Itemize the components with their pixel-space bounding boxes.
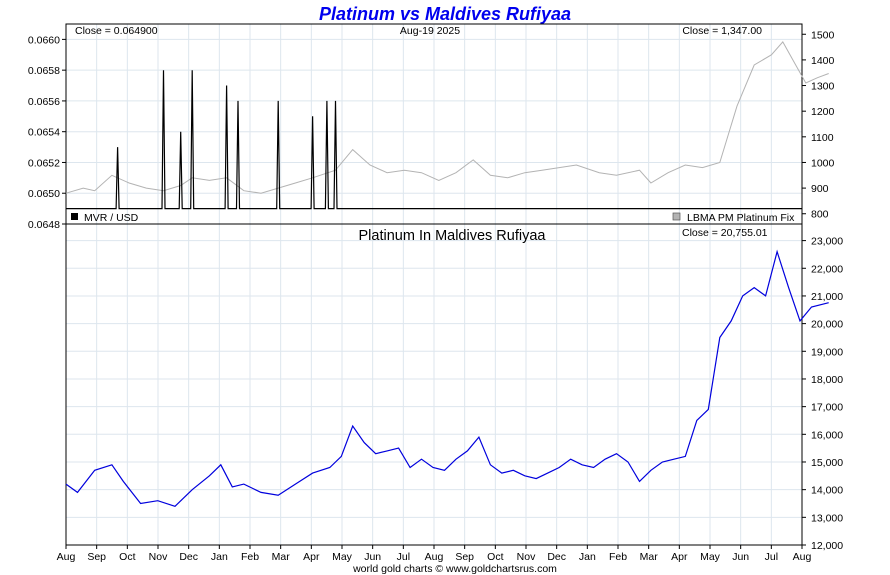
x-tick-label: Jul <box>397 551 410 563</box>
legend-platinum-label: LBMA PM Platinum Fix <box>687 212 795 224</box>
left-tick-label: 0.0654 <box>28 127 60 139</box>
platinum-mvr-series-line <box>65 249 829 507</box>
bottom-tick-label: 13,000 <box>811 512 843 524</box>
x-tick-label: Oct <box>119 551 135 563</box>
bottom-tick-label: 15,000 <box>811 457 843 469</box>
legend-mvr-swatch <box>71 213 78 220</box>
mvr-series-line <box>66 70 802 210</box>
x-tick-label: Dec <box>179 551 198 563</box>
bottom-tick-label: 22,000 <box>811 263 843 275</box>
right-tick-label: 900 <box>811 183 829 195</box>
bottom-tick-label: 23,000 <box>811 236 843 248</box>
bottom-close-label: Close = 20,755.01 <box>682 227 768 239</box>
x-tick-label: Aug <box>57 551 76 563</box>
x-tick-label: Nov <box>517 551 536 563</box>
left-tick-label: 0.0650 <box>28 188 60 200</box>
x-tick-label: Sep <box>455 551 474 563</box>
chart-title: Platinum vs Maldives Rufiyaa <box>319 4 571 24</box>
x-tick-label: Jul <box>765 551 778 563</box>
platinum-series-line <box>65 41 829 194</box>
x-tick-label: Oct <box>487 551 503 563</box>
right-tick-label: 1000 <box>811 157 835 169</box>
left-tick-label: 0.0656 <box>28 96 60 108</box>
left-tick-label: 0.0652 <box>28 157 60 169</box>
top-panel-grid <box>65 24 803 225</box>
left-tick-label: 0.0658 <box>28 65 60 77</box>
x-tick-label: Jan <box>579 551 596 563</box>
bottom-panel-grid <box>65 224 803 546</box>
top-left-axis: 0.0660 0.0658 0.0656 0.0654 0.0652 0.0650 0.06… <box>28 34 66 231</box>
top-right-axis: 1500 1400 1300 1200 1100 1000 900 800 <box>802 29 835 221</box>
x-tick-label: Mar <box>272 551 291 563</box>
x-tick-label: Nov <box>149 551 168 563</box>
x-tick-label: Sep <box>87 551 106 563</box>
x-tick-label: Aug <box>793 551 812 563</box>
right-tick-label: 1500 <box>811 29 835 41</box>
bottom-tick-label: 16,000 <box>811 429 843 441</box>
bottom-tick-label: 20,000 <box>811 319 843 331</box>
x-tick-label: Feb <box>609 551 627 563</box>
right-tick-label: 800 <box>811 209 829 221</box>
left-tick-label: 0.0648 <box>28 219 60 231</box>
bottom-tick-label: 18,000 <box>811 374 843 386</box>
x-tick-label: Jan <box>211 551 228 563</box>
x-tick-label: May <box>700 551 721 563</box>
top-close-left: Close = 0.064900 <box>75 25 158 37</box>
x-tick-label: Jun <box>364 551 381 563</box>
bottom-tick-label: 14,000 <box>811 485 843 497</box>
x-tick-label: Jun <box>732 551 749 563</box>
x-tick-label: Feb <box>241 551 259 563</box>
bottom-right-axis: 23,000 22,000 21,000 20,000 19,000 18,000 17,0… <box>802 236 843 552</box>
x-tick-label: Mar <box>640 551 659 563</box>
bottom-subtitle: Platinum In Maldives Rufiyaa <box>359 228 547 244</box>
bottom-tick-label: 19,000 <box>811 346 843 358</box>
legend-platinum-swatch <box>672 212 681 221</box>
right-tick-label: 1300 <box>811 81 835 93</box>
footer-credit: world gold charts © www.goldchartsrus.co… <box>352 563 557 575</box>
legend-mvr-label: MVR / USD <box>84 212 139 224</box>
right-tick-label: 1400 <box>811 55 835 67</box>
top-date-label: Aug-19 2025 <box>400 25 460 37</box>
bottom-tick-label: 21,000 <box>811 291 843 303</box>
x-tick-label: Apr <box>303 551 320 563</box>
x-tick-label: May <box>332 551 353 563</box>
left-tick-label: 0.0660 <box>28 34 60 46</box>
bottom-tick-label: 12,000 <box>811 540 843 552</box>
x-tick-label: Apr <box>671 551 688 563</box>
x-tick-label: Dec <box>547 551 566 563</box>
x-axis: Aug Sep Oct Nov Dec Jan Feb Mar Apr May Jun Jul Aug S… <box>57 545 812 563</box>
top-close-right: Close = 1,347.00 <box>682 25 762 37</box>
x-tick-label: Aug <box>425 551 444 563</box>
right-tick-label: 1200 <box>811 106 835 118</box>
bottom-tick-label: 17,000 <box>811 402 843 414</box>
right-tick-label: 1100 <box>811 132 834 144</box>
